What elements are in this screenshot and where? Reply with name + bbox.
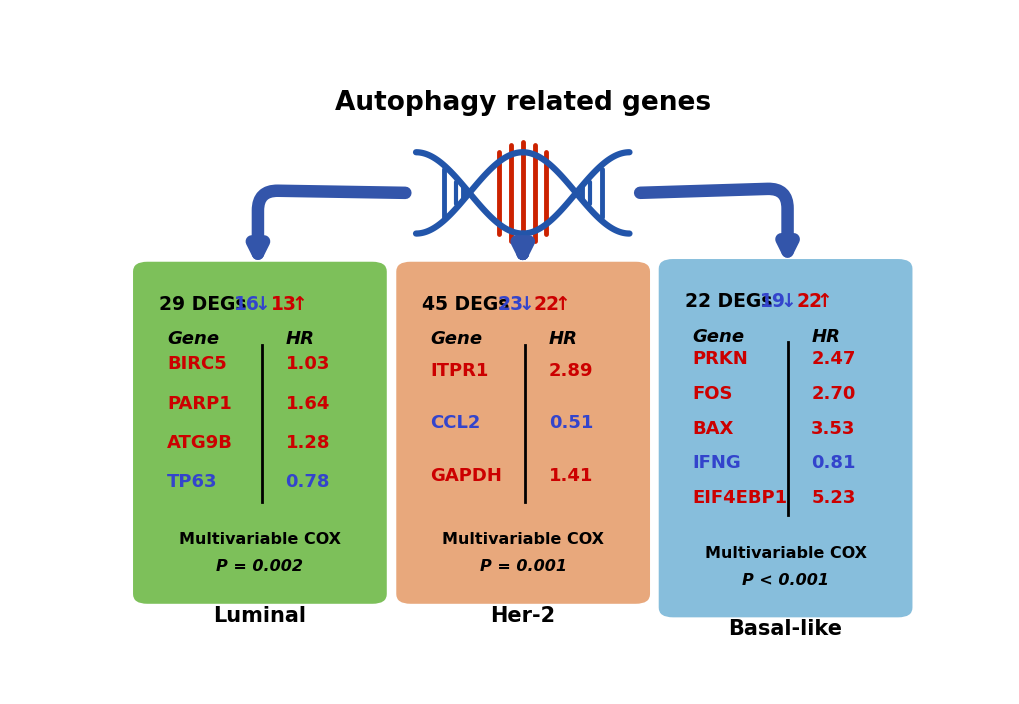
Text: 22: 22 bbox=[796, 292, 821, 310]
Text: ITPR1: ITPR1 bbox=[430, 362, 488, 380]
Text: Multivariable COX: Multivariable COX bbox=[704, 546, 866, 561]
Text: Multivariable COX: Multivariable COX bbox=[441, 532, 603, 547]
Text: GAPDH: GAPDH bbox=[430, 467, 501, 484]
Text: ↑: ↑ bbox=[816, 292, 832, 310]
Text: Luminal: Luminal bbox=[213, 605, 306, 626]
Text: 1.64: 1.64 bbox=[285, 395, 330, 413]
Text: EIF4EBP1: EIF4EBP1 bbox=[692, 489, 787, 507]
Text: 13: 13 bbox=[270, 294, 297, 313]
Text: ↓: ↓ bbox=[518, 294, 533, 313]
Text: 19: 19 bbox=[759, 292, 785, 310]
Text: Gene: Gene bbox=[167, 330, 219, 348]
Text: Her-2: Her-2 bbox=[490, 605, 555, 626]
Text: 0.81: 0.81 bbox=[810, 454, 855, 472]
Text: Gene: Gene bbox=[430, 330, 482, 348]
Text: 0.78: 0.78 bbox=[285, 473, 330, 491]
Text: BIRC5: BIRC5 bbox=[167, 356, 226, 373]
Text: 2.89: 2.89 bbox=[548, 362, 593, 380]
Text: FOS: FOS bbox=[692, 385, 733, 403]
Text: P = 0.001: P = 0.001 bbox=[479, 560, 567, 574]
Text: Basal-like: Basal-like bbox=[728, 620, 842, 639]
Text: IFNG: IFNG bbox=[692, 454, 741, 472]
Text: HR: HR bbox=[548, 330, 578, 348]
Text: ↓: ↓ bbox=[255, 294, 270, 313]
Text: PARP1: PARP1 bbox=[167, 395, 231, 413]
Text: 1.03: 1.03 bbox=[285, 356, 330, 373]
Text: CCL2: CCL2 bbox=[430, 414, 480, 432]
Text: 2.47: 2.47 bbox=[810, 351, 855, 368]
FancyBboxPatch shape bbox=[395, 262, 649, 604]
Text: P = 0.002: P = 0.002 bbox=[216, 560, 303, 574]
Text: ↑: ↑ bbox=[290, 294, 307, 313]
Text: TP63: TP63 bbox=[167, 473, 217, 491]
Text: 5.23: 5.23 bbox=[810, 489, 855, 507]
Text: 29 DEGs: 29 DEGs bbox=[159, 294, 247, 313]
Text: 23: 23 bbox=[497, 294, 523, 313]
Text: 22 DEGs: 22 DEGs bbox=[684, 292, 771, 310]
Text: ATG9B: ATG9B bbox=[167, 434, 232, 452]
Text: Autophagy related genes: Autophagy related genes bbox=[334, 90, 710, 116]
Text: 3.53: 3.53 bbox=[810, 420, 855, 438]
Text: 1.28: 1.28 bbox=[285, 434, 330, 452]
Text: HR: HR bbox=[810, 327, 840, 346]
Text: ↑: ↑ bbox=[554, 294, 570, 313]
Text: Multivariable COX: Multivariable COX bbox=[178, 532, 340, 547]
Text: 22: 22 bbox=[533, 294, 559, 313]
FancyBboxPatch shape bbox=[658, 259, 912, 617]
Text: BAX: BAX bbox=[692, 420, 734, 438]
FancyBboxPatch shape bbox=[132, 262, 386, 604]
Text: P < 0.001: P < 0.001 bbox=[742, 573, 828, 588]
Text: Gene: Gene bbox=[692, 327, 744, 346]
Text: 16: 16 bbox=[234, 294, 260, 313]
Text: PRKN: PRKN bbox=[692, 351, 748, 368]
Text: 45 DEGs: 45 DEGs bbox=[422, 294, 510, 313]
Text: 1.41: 1.41 bbox=[548, 467, 593, 484]
Text: 2.70: 2.70 bbox=[810, 385, 855, 403]
Text: HR: HR bbox=[285, 330, 314, 348]
Text: 0.51: 0.51 bbox=[548, 414, 593, 432]
Text: ↓: ↓ bbox=[780, 292, 796, 310]
